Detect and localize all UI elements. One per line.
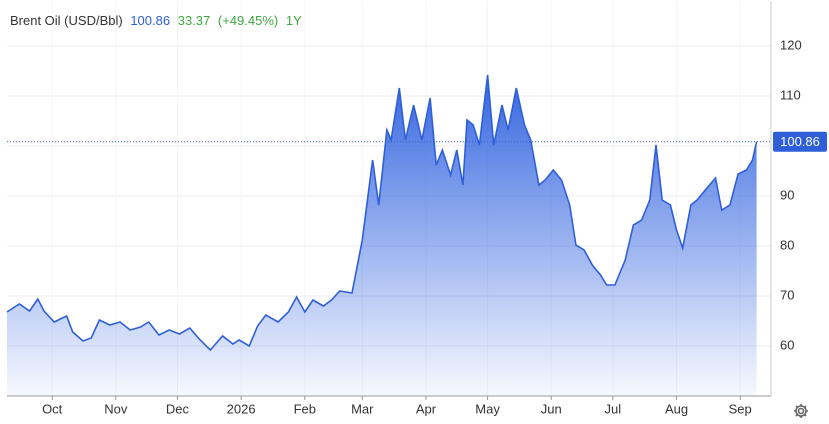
axes: 60708090100110120OctNovDec2026FebMarAprM… <box>7 1 827 416</box>
x-tick-label: Apr <box>416 401 437 416</box>
change-percent: (+49.45%) <box>218 13 278 28</box>
y-tick-label: 110 <box>780 87 801 102</box>
area <box>7 75 757 396</box>
x-tick-label: Sep <box>729 401 752 416</box>
header: Brent Oil (USD/Bbl) 100.86 33.37 (+49.45… <box>10 13 302 28</box>
x-tick-label: Feb <box>294 401 316 416</box>
y-tick-label: 120 <box>780 37 802 52</box>
x-tick-label: Jul <box>605 401 622 416</box>
x-tick-label: Dec <box>166 401 190 416</box>
y-tick-label: 90 <box>780 187 794 202</box>
y-tick-label: 60 <box>780 337 794 352</box>
period: 1Y <box>286 13 302 28</box>
change: 33.37 <box>178 13 211 28</box>
last-price-box <box>773 131 827 152</box>
last-price-label: 100.86 <box>780 134 820 149</box>
y-tick-label: 70 <box>780 287 794 302</box>
x-tick-label: Aug <box>665 401 688 416</box>
x-tick-label: 2026 <box>227 401 256 416</box>
price: 100.86 <box>130 13 170 28</box>
y-tick-label: 80 <box>780 237 794 252</box>
x-tick-label: Jun <box>541 401 562 416</box>
settings-icon[interactable] <box>794 404 808 418</box>
x-tick-label: May <box>475 401 500 416</box>
title: Brent Oil (USD/Bbl) <box>10 13 123 28</box>
x-tick-label: Oct <box>42 401 63 416</box>
x-tick-label: Mar <box>351 401 374 416</box>
plot <box>6 74 771 396</box>
line <box>6 74 758 352</box>
x-tick-label: Nov <box>104 401 128 416</box>
